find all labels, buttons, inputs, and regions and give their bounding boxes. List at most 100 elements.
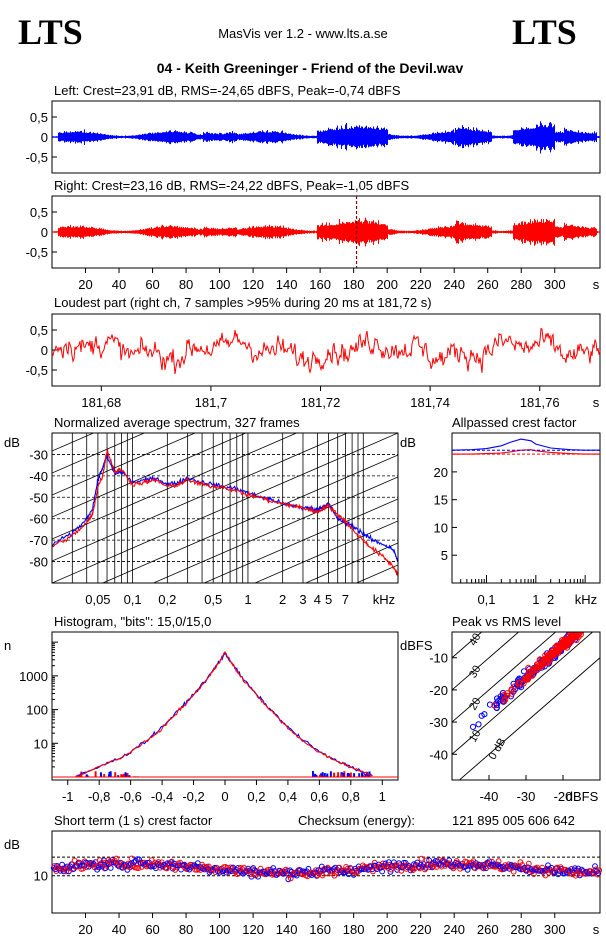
pvr-point-right xyxy=(576,626,581,631)
pvr-point-right xyxy=(539,662,546,669)
crest-xtick-label: 300 xyxy=(544,922,566,937)
right-xtick-label: 100 xyxy=(209,277,231,292)
right-xtick-label: 300 xyxy=(544,277,566,292)
pvr-point-right xyxy=(545,657,553,664)
pvr-point-right xyxy=(491,702,498,709)
histogram-xtick-label: -0,2 xyxy=(182,789,204,804)
crest-x-unit: s xyxy=(593,922,600,937)
pvr-point-right xyxy=(502,696,509,703)
pvr-point-left xyxy=(486,701,494,708)
pvr-ytick-label: -10 xyxy=(429,651,448,666)
loudest-waveform xyxy=(51,327,601,375)
left-waveform-chart: 0,5 0 -0,5 xyxy=(26,100,601,174)
crest-point-left xyxy=(575,865,582,872)
pvr-point-right xyxy=(525,672,532,680)
right-ytick-label: -0,5 xyxy=(26,245,48,260)
crest-xtick-label: 160 xyxy=(309,922,331,937)
crest-point-left xyxy=(583,868,590,875)
crest-point-right xyxy=(572,872,579,879)
crest-point-right xyxy=(596,867,603,874)
pvr-point-right xyxy=(555,644,562,652)
loudest-xtick-label: 181,68 xyxy=(81,395,121,410)
spectrum-xtick-label: 7 xyxy=(342,592,349,607)
crest-xtick-label: 60 xyxy=(145,922,159,937)
loudest-ytick-label: 0 xyxy=(41,343,48,358)
right-waveform-chart: 0,5 0 -0,5 20 40 60 80 100 120 140 160 180 200 220 240… xyxy=(26,195,601,292)
crest-point-right xyxy=(438,863,445,870)
logo-left: LTS xyxy=(18,12,83,52)
spectrum-ytick-label: -60 xyxy=(29,512,48,527)
crest-point-right xyxy=(398,867,405,874)
spectrum-series-right xyxy=(52,448,398,576)
spectrum-xtick-label: 2 xyxy=(279,592,286,607)
crest-point-left xyxy=(593,868,600,875)
crest-xtick-label: 240 xyxy=(443,922,465,937)
pvr-point-left xyxy=(469,723,477,731)
histogram-xtick-label: -0,6 xyxy=(119,789,141,804)
spectrum-slope-line xyxy=(52,433,349,562)
pvr-point-right xyxy=(504,690,511,697)
spectrum-xtick-label: 4 xyxy=(314,592,321,607)
loudest-xtick-label: 181,74 xyxy=(410,395,450,410)
loudest-x-unit: s xyxy=(593,395,600,410)
crest-xtick-label: 260 xyxy=(477,922,499,937)
right-xtick-label: 240 xyxy=(443,277,465,292)
crest-point-left xyxy=(293,872,300,879)
pvr-point-right xyxy=(574,632,581,635)
histogram-xtick-label: -0,4 xyxy=(151,789,173,804)
crest-point-left xyxy=(379,868,386,875)
pvr-point-right xyxy=(524,676,531,683)
spectrum-ylabel: dB xyxy=(4,435,20,450)
checksum-label: Checksum (energy): xyxy=(298,813,415,828)
pvr-point-right xyxy=(578,632,583,633)
pvr-point-left xyxy=(497,693,504,700)
crest-point-right xyxy=(495,858,502,865)
spectrum-slope-line xyxy=(304,542,398,583)
histogram-xtick-label: 0 xyxy=(221,789,228,804)
pvr-diagonal xyxy=(452,632,594,755)
allpassed-xtick-label: 1 xyxy=(532,592,539,607)
pvr-diagonal-label: 30 xyxy=(467,664,484,681)
allpassed-series-left xyxy=(451,438,600,451)
right-xtick-label: 120 xyxy=(242,277,264,292)
crest-point-left xyxy=(270,865,277,871)
crest-point-right xyxy=(80,865,86,872)
allpassed-chart: 20 15 10 5 dB 0,1 1 2 kHz xyxy=(400,432,601,607)
right-xtick-label: 80 xyxy=(179,277,193,292)
spectrum-xtick-label: 5 xyxy=(325,592,332,607)
crest-frame xyxy=(51,830,601,914)
pvr-diagonal-label: 20 xyxy=(467,696,484,713)
crest-xtick-label: 220 xyxy=(410,922,432,937)
pvr-point-right xyxy=(569,634,576,641)
pvr-diagonal xyxy=(458,657,600,780)
spectrum-xtick-label: 0,5 xyxy=(204,592,222,607)
crest-point-left xyxy=(62,865,69,872)
crest-point-right xyxy=(479,862,485,868)
crest-xtick-label: 140 xyxy=(276,922,298,937)
right-xtick-label: 180 xyxy=(343,277,365,292)
spectrum-slope-line xyxy=(52,433,247,518)
histogram-title: Histogram, "bits": 15,0/15,0 xyxy=(54,614,211,629)
pvr-point-right xyxy=(577,632,581,633)
spectrum-ytick-label: -70 xyxy=(29,533,48,548)
file-title: 04 - Keith Greeninger - Friend of the De… xyxy=(157,60,464,76)
loudest-frame xyxy=(51,313,601,387)
pvr-point-left xyxy=(478,712,485,719)
spectrum-ytick-label: -80 xyxy=(29,555,48,570)
spectrum-xtick-label: 0,2 xyxy=(158,592,176,607)
histogram-xtick-label: -0,8 xyxy=(88,789,110,804)
loudest-ytick-label: 0,5 xyxy=(30,323,48,338)
crest-point-right xyxy=(525,860,532,867)
pvr-point-right xyxy=(577,626,582,631)
histogram-xtick-label: 0,8 xyxy=(342,789,360,804)
pvr-xtick-label: -20 xyxy=(554,789,573,804)
loudest-part-title: Loudest part (right ch, 7 samples >95% d… xyxy=(54,295,432,310)
spectrum-chart: -30 -40 -50 -60 -70 -80 dB 0,05 0,1 0,2 0,5 1 2 3 4 5 7 k… xyxy=(4,432,399,607)
right-xtick-label: 280 xyxy=(510,277,532,292)
loudest-xtick-label: 181,76 xyxy=(520,395,560,410)
spectrum-frame xyxy=(51,432,399,584)
right-xtick-label: 140 xyxy=(276,277,298,292)
spectrum-xtick-label: 3 xyxy=(299,592,306,607)
pvr-point-right xyxy=(579,622,584,627)
